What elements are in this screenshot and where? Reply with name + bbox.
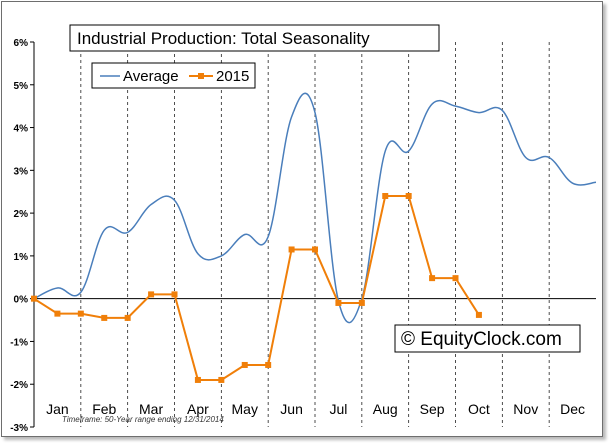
- data-point: [475, 311, 482, 318]
- data-point: [452, 275, 459, 282]
- x-tick-label: May: [232, 401, 258, 417]
- y-tick-label: 4%: [14, 124, 29, 135]
- data-point: [31, 295, 37, 302]
- data-point: [54, 310, 61, 317]
- data-point: [218, 376, 225, 383]
- watermark-box: © EquityClock.com: [394, 324, 581, 353]
- y-tick-label: 1%: [14, 252, 29, 263]
- series-2015: [31, 193, 482, 383]
- data-point: [124, 314, 131, 321]
- watermark-border: [394, 324, 581, 353]
- legend-label-average: Average: [123, 68, 179, 85]
- x-tick-label: Sep: [420, 401, 445, 417]
- legend-marker-2015: [198, 73, 204, 79]
- y-tick-label: -1%: [10, 337, 28, 348]
- y-tick-label: -2%: [10, 380, 28, 391]
- watermark-text: © EquityClock.com: [401, 329, 562, 350]
- x-tick-label: Jul: [329, 401, 347, 417]
- series-line-average: [33, 92, 597, 324]
- chart-title: Industrial Production: Total Seasonality: [77, 29, 370, 48]
- x-tick-label: Nov: [513, 401, 538, 417]
- footnote: Timeframe: 50-Year range ending 12/31/20…: [62, 415, 224, 424]
- data-point: [335, 299, 342, 306]
- x-tick-label: Jan: [46, 401, 69, 417]
- y-tick-label: -3%: [10, 423, 28, 434]
- data-point: [241, 361, 248, 368]
- y-tick-label: 5%: [14, 81, 29, 92]
- x-tick-label: Feb: [92, 401, 116, 417]
- y-tick-label: 0%: [14, 295, 29, 306]
- y-axis-tick-labels: 6% 5% 4% 3% 2% 1% 0% -1% -2% -3%: [10, 38, 34, 434]
- data-point: [288, 246, 295, 253]
- data-point: [148, 291, 155, 298]
- x-tick-label: Oct: [468, 401, 490, 417]
- data-point: [312, 246, 318, 253]
- series-lines: [31, 92, 597, 383]
- grid-lines: [80, 42, 550, 427]
- y-tick-label: 3%: [14, 166, 29, 177]
- axes: [33, 42, 596, 427]
- legend-label-2015: 2015: [216, 68, 249, 85]
- data-point: [405, 193, 412, 199]
- x-tick-label: Aug: [373, 401, 398, 417]
- legend: Average 2015: [91, 62, 256, 89]
- data-point: [382, 193, 389, 199]
- data-point: [265, 361, 272, 368]
- chart-title-box: Industrial Production: Total Seasonality: [69, 24, 440, 52]
- x-axis-tick-labels: Jan Feb Mar Apr May Jun Jul Aug Sep Oct Nov Dec: [46, 401, 585, 417]
- data-point: [171, 291, 178, 298]
- x-tick-label: Mar: [139, 401, 163, 417]
- x-tick-label: Jun: [280, 401, 303, 417]
- data-point: [358, 299, 365, 306]
- data-point: [194, 376, 201, 383]
- series-average: [33, 92, 597, 324]
- series-line-2015: [33, 195, 480, 381]
- chart-title-border: [69, 24, 440, 52]
- y-tick-label: 2%: [14, 209, 29, 220]
- data-point: [101, 314, 108, 321]
- x-tick-label: Dec: [560, 401, 585, 417]
- x-tick-label: Apr: [187, 401, 209, 417]
- data-point: [429, 275, 436, 282]
- y-tick-label: 6%: [14, 38, 29, 49]
- data-point: [77, 310, 84, 317]
